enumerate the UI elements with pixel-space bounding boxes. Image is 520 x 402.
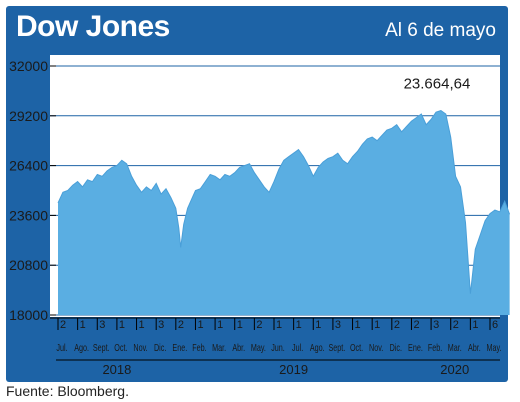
x-tick-day: 1 [119,319,125,331]
x-tick-day: 1 [355,319,361,331]
x-tick-month: Jul. [292,342,303,353]
x-axis-ticks: 2 Jul. 1 Ago. 3 Sept. 1 Oct. 1 Nov. 3 Dic. 2 Ene. 1 Feb… [50,317,502,353]
x-tick-day: 2 [453,319,459,331]
year-label: 2018 [102,362,131,377]
x-tick-month: Feb. [428,342,442,353]
y-tick-label: 26400 [9,158,48,174]
x-tick-month: Oct. [350,342,363,353]
x-tick-day: 6 [492,319,498,331]
x-tick-day: 2 [60,319,66,331]
last-value-annotation: 23.664,64 [404,75,471,92]
x-tick-day: 1 [276,319,282,331]
x-tick-month: Ene. [172,342,187,353]
x-tick-month: Ago. [74,342,89,353]
x-tick-month: Dic. [390,342,402,353]
x-tick-month: Nov. [133,342,147,353]
x-tick-day: 1 [296,319,302,331]
x-tick-day: 3 [335,319,341,331]
x-tick-month: Feb. [192,342,206,353]
x-tick-month: Oct. [114,342,127,353]
x-tick-day: 1 [315,319,321,331]
x-tick-month: Sept. [329,342,346,353]
x-tick-month: Sept. [93,342,110,353]
y-axis-ticks: 18000 20800 23600 26400 29200 32000 [9,58,56,323]
x-tick-day: 3 [158,319,164,331]
y-tick-label: 29200 [9,108,48,124]
x-tick-day: 2 [178,319,184,331]
x-tick-day: 3 [99,319,105,331]
source-note: Fuente: Bloomberg. [6,383,129,399]
x-tick-month: Dic. [154,342,166,353]
x-tick-day: 1 [197,319,203,331]
date-label: Al 6 de mayo [385,20,496,41]
x-tick-month: Ene. [408,342,423,353]
x-tick-month: Nov. [369,342,383,353]
y-tick-label: 18000 [9,307,48,323]
y-tick-label: 32000 [9,58,48,74]
x-tick-day: 2 [394,319,400,331]
x-tick-day: 1 [217,319,223,331]
x-tick-month: May. [251,342,266,353]
x-tick-day: 1 [139,319,145,331]
x-tick-month: Abr. [468,342,481,353]
x-tick-day: 2 [256,319,262,331]
year-labels: 2018 2019 2020 [56,359,500,377]
x-tick-day: 3 [433,319,439,331]
x-tick-day: 1 [80,319,86,331]
year-label: 2019 [279,362,308,377]
chart-title: Dow Jones [16,10,170,43]
x-tick-month: Jun. [271,342,285,353]
x-tick-day: 1 [472,319,478,331]
x-tick-day: 2 [413,319,419,331]
x-tick-month: Abr. [232,342,245,353]
x-tick-month: Mar. [448,342,462,353]
y-tick-label: 23600 [9,207,48,223]
x-tick-day: 1 [237,319,243,331]
y-tick-label: 20800 [9,257,48,273]
year-label: 2020 [440,362,469,377]
x-tick-day: 1 [374,319,380,331]
series-line [57,109,511,294]
x-tick-month: May. [486,342,501,353]
x-tick-month: Ago. [310,342,325,353]
x-tick-month: Jul. [56,342,67,353]
series-area [58,110,510,315]
x-tick-month: Mar. [212,342,226,353]
